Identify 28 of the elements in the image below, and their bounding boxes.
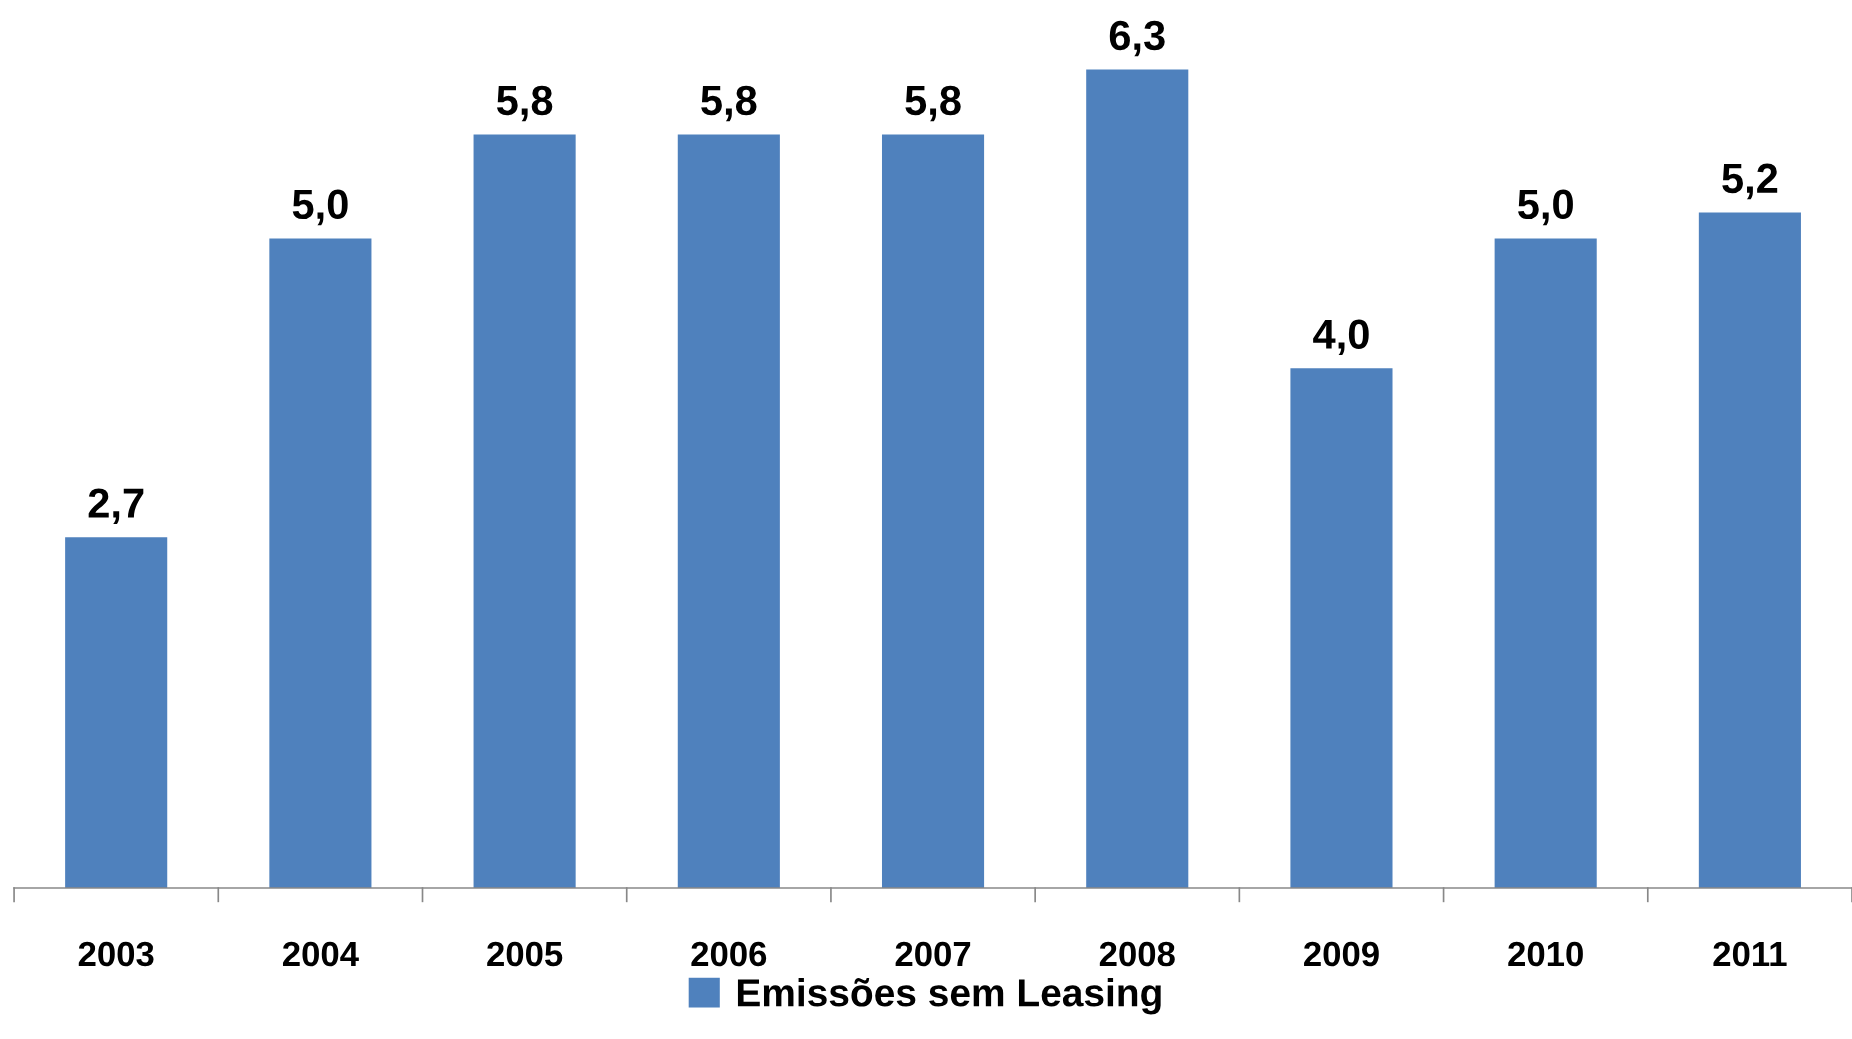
bar bbox=[473, 134, 576, 889]
data-label: 6,3 bbox=[1109, 20, 1165, 57]
bar bbox=[1698, 212, 1801, 889]
data-label: 5,0 bbox=[292, 189, 348, 226]
data-label: 4,0 bbox=[1313, 319, 1369, 356]
x-tick-label: 2005 bbox=[487, 941, 563, 967]
x-tick-label: 2003 bbox=[78, 941, 154, 967]
bar bbox=[269, 238, 372, 889]
data-label: 5,0 bbox=[1518, 189, 1573, 226]
data-label: 5,8 bbox=[701, 85, 757, 122]
bar bbox=[1494, 238, 1597, 889]
data-label: 2,7 bbox=[88, 488, 144, 524]
bar bbox=[677, 134, 780, 889]
bar bbox=[881, 134, 985, 889]
bar bbox=[1290, 368, 1393, 889]
x-tick-label: 2009 bbox=[1304, 941, 1379, 967]
x-tick-label: 2006 bbox=[691, 941, 767, 967]
x-tick-label: 2008 bbox=[1099, 941, 1175, 967]
x-tick-label: 2010 bbox=[1508, 941, 1583, 967]
x-tick-label: 2007 bbox=[895, 941, 971, 967]
bar bbox=[1086, 69, 1189, 889]
legend-label: Emissões sem Leasing bbox=[737, 977, 1161, 1015]
data-label: 5,2 bbox=[1722, 163, 1778, 200]
x-tick-label: 2011 bbox=[1713, 941, 1787, 967]
data-label: 5,8 bbox=[905, 85, 961, 122]
data-label: 5,8 bbox=[496, 85, 553, 122]
bar bbox=[65, 537, 168, 889]
x-tick-label: 2004 bbox=[282, 941, 359, 967]
